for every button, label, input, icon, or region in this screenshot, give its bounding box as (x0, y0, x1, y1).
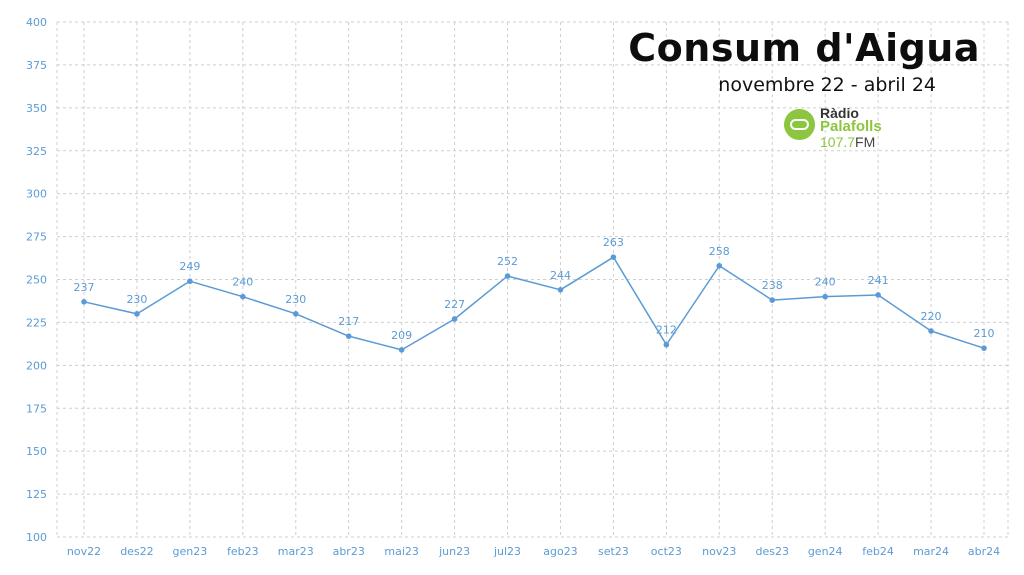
data-point (81, 299, 87, 305)
data-point (398, 347, 405, 353)
x-tick-label: feb23 (227, 545, 259, 558)
y-tick-label: 150 (26, 445, 47, 458)
logo-mark-icon (784, 109, 815, 140)
data-point (981, 345, 987, 351)
y-tick-label: 275 (26, 231, 47, 244)
x-tick-label: gen24 (808, 545, 843, 558)
logo-line-2: Palafolls (820, 118, 882, 135)
y-tick-label: 100 (26, 531, 47, 544)
x-tick-label: jun23 (438, 545, 470, 558)
data-label: 230 (126, 293, 147, 306)
x-tick-label: nov23 (702, 545, 736, 558)
data-point (240, 293, 246, 300)
data-label: 212 (656, 324, 677, 337)
data-point (610, 254, 617, 260)
data-label: 220 (921, 310, 942, 323)
y-tick-label: 175 (26, 402, 47, 415)
data-label: 249 (179, 260, 200, 273)
logo-band: FM (855, 134, 876, 150)
x-tick-label: oct23 (651, 545, 682, 558)
radio-palafolls-logo: Ràdio Palafolls 107.7FM (784, 106, 904, 154)
y-tick-label: 350 (26, 102, 47, 115)
chart-title: Consum d'Aigua (628, 26, 980, 70)
data-label: 217 (338, 315, 359, 328)
series-line (83, 256, 985, 351)
data-label: 241 (868, 274, 889, 287)
x-tick-label: gen23 (173, 545, 208, 558)
data-label: 209 (391, 329, 412, 342)
logo-frequency: 107.7FM (820, 135, 875, 149)
data-point (504, 273, 511, 279)
data-point (557, 287, 564, 293)
x-tick-label: nov22 (67, 545, 101, 558)
x-tick-label: mar24 (913, 545, 949, 558)
data-label: 252 (497, 255, 518, 268)
data-point (928, 328, 934, 334)
x-tick-label: mai23 (384, 545, 419, 558)
data-label: 258 (709, 245, 730, 258)
x-tick-label: des22 (120, 545, 153, 558)
y-tick-label: 225 (26, 316, 47, 329)
data-point (769, 297, 776, 303)
title-block: Consum d'Aigua novembre 22 - abril 24 (620, 26, 980, 96)
data-label: 238 (762, 279, 783, 292)
logo-line-1: Ràdio (820, 105, 859, 121)
data-label-layer: 237 230 249 240 230 217 209 227 252 244 263 212 258 2… (74, 236, 995, 342)
series-layer (81, 254, 987, 353)
data-point (345, 333, 352, 339)
x-tick-label: abr24 (968, 545, 1000, 558)
x-tick-label: ago23 (543, 545, 577, 558)
y-tick-label: 375 (26, 59, 47, 72)
data-label: 210 (974, 327, 995, 340)
y-tick-label: 250 (26, 274, 47, 287)
data-label: 240 (232, 276, 253, 289)
data-label: 244 (550, 269, 571, 282)
data-point (716, 262, 723, 269)
data-label: 237 (74, 281, 95, 294)
data-point (663, 341, 670, 348)
data-point (822, 293, 828, 300)
axis-layer: 100 125 150 175 200 225 250 275 300 325 350 375 400 n… (26, 16, 1000, 558)
y-tick-label: 125 (26, 488, 47, 501)
data-point (875, 292, 881, 298)
data-point (134, 311, 140, 317)
data-point (451, 316, 458, 322)
chart-subtitle: novembre 22 - abril 24 (718, 74, 936, 96)
data-label: 263 (603, 236, 624, 249)
y-tick-label: 325 (26, 145, 47, 158)
y-tick-label: 200 (26, 359, 47, 372)
data-label: 230 (285, 293, 306, 306)
x-tick-label: jul23 (493, 545, 521, 558)
y-tick-label: 300 (26, 188, 47, 201)
data-label: 227 (444, 298, 465, 311)
x-tick-label: set23 (598, 545, 629, 558)
x-tick-label: des23 (755, 545, 788, 558)
x-tick-label: abr23 (333, 545, 365, 558)
x-tick-label: mar23 (278, 545, 314, 558)
data-label: 240 (815, 276, 836, 289)
data-point (187, 278, 193, 285)
logo-frequency-number: 107.7 (820, 134, 856, 150)
data-point (292, 311, 299, 317)
y-tick-label: 400 (26, 16, 47, 29)
x-tick-label: feb24 (862, 545, 894, 558)
grid-layer (56, 21, 1009, 538)
